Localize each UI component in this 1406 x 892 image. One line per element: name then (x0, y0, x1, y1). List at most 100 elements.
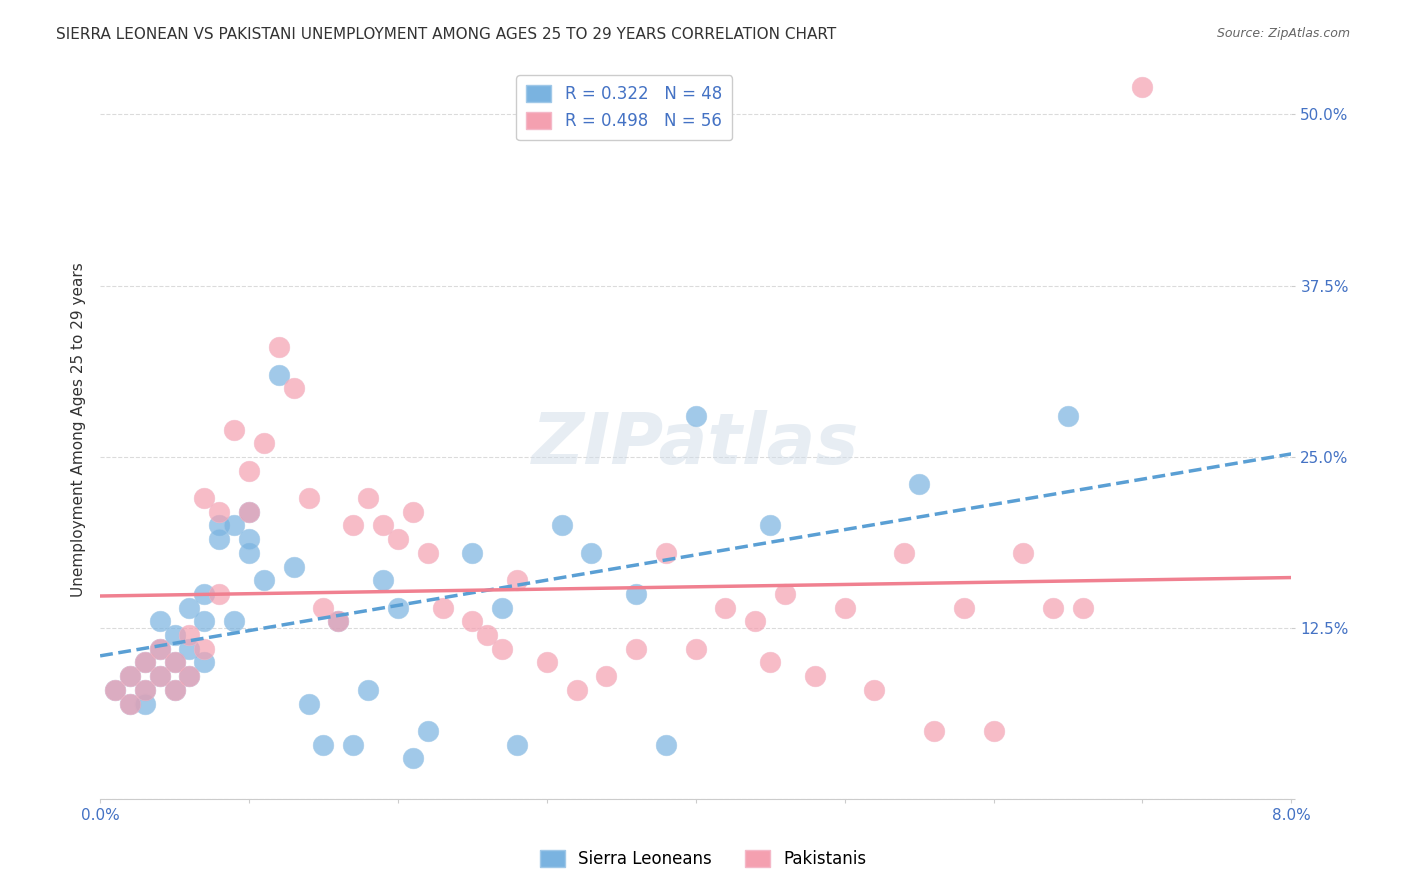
Point (208, 505, 231, 519)
Point (118, 669, 141, 683)
Point (297, 697, 319, 711)
Point (536, 656, 558, 670)
Point (371, 518, 394, 533)
Point (134, 682, 156, 697)
Legend: R = 0.322   N = 48, R = 0.498   N = 56: R = 0.322 N = 48, R = 0.498 N = 56 (516, 75, 733, 140)
Point (983, 723, 1005, 738)
Point (402, 505, 425, 519)
Point (624, 587, 647, 601)
Point (759, 518, 782, 533)
Point (328, 615, 350, 629)
Point (922, 723, 945, 738)
Point (461, 615, 484, 629)
Point (655, 546, 678, 560)
Point (357, 491, 380, 505)
Point (834, 600, 856, 615)
Point (477, 628, 499, 642)
Point (893, 546, 915, 560)
Point (104, 682, 127, 697)
Y-axis label: Unemployment Among Ages 25 to 29 years: Unemployment Among Ages 25 to 29 years (72, 262, 86, 597)
Point (491, 600, 513, 615)
Point (863, 682, 886, 697)
Point (193, 615, 215, 629)
Point (149, 615, 172, 629)
Point (208, 532, 231, 546)
Point (328, 615, 350, 629)
Point (179, 669, 201, 683)
Point (283, 559, 305, 574)
Point (312, 738, 335, 752)
Point (238, 505, 260, 519)
Point (163, 682, 186, 697)
Point (224, 615, 246, 629)
Point (224, 518, 246, 533)
Point (163, 628, 186, 642)
Point (387, 600, 409, 615)
Point (506, 738, 529, 752)
Point (952, 600, 974, 615)
Point (163, 656, 186, 670)
Point (685, 641, 707, 656)
Point (565, 682, 588, 697)
Point (208, 518, 231, 533)
Point (714, 600, 737, 615)
Point (134, 656, 156, 670)
Point (297, 491, 319, 505)
Point (179, 669, 201, 683)
Point (461, 546, 484, 560)
Point (744, 615, 766, 629)
Point (193, 491, 215, 505)
Point (118, 697, 141, 711)
Point (432, 600, 454, 615)
Point (685, 409, 707, 423)
Point (416, 723, 439, 738)
Point (804, 669, 827, 683)
Legend: Sierra Leoneans, Pakistanis: Sierra Leoneans, Pakistanis (533, 843, 873, 875)
Point (312, 600, 335, 615)
Point (624, 641, 647, 656)
Point (163, 656, 186, 670)
Point (491, 641, 513, 656)
Text: SIERRA LEONEAN VS PAKISTANI UNEMPLOYMENT AMONG AGES 25 TO 29 YEARS CORRELATION C: SIERRA LEONEAN VS PAKISTANI UNEMPLOYMENT… (56, 27, 837, 42)
Point (104, 682, 127, 697)
Point (1042, 600, 1064, 615)
Point (402, 751, 425, 765)
Point (253, 573, 276, 587)
Point (1057, 409, 1080, 423)
Point (179, 641, 201, 656)
Point (773, 587, 796, 601)
Point (357, 682, 380, 697)
Point (908, 477, 931, 491)
Point (506, 573, 529, 587)
Point (163, 682, 186, 697)
Point (267, 368, 290, 382)
Point (118, 669, 141, 683)
Point (238, 546, 260, 560)
Point (283, 381, 305, 395)
Point (387, 532, 409, 546)
Point (655, 738, 678, 752)
Point (193, 641, 215, 656)
Point (1132, 80, 1154, 95)
Point (224, 423, 246, 437)
Point (581, 546, 603, 560)
Point (179, 628, 201, 642)
Point (149, 641, 172, 656)
Point (253, 436, 276, 450)
Point (134, 656, 156, 670)
Point (208, 587, 231, 601)
Point (1012, 546, 1035, 560)
Point (238, 505, 260, 519)
Point (416, 546, 439, 560)
Point (149, 641, 172, 656)
Point (149, 669, 172, 683)
Point (759, 656, 782, 670)
Point (595, 669, 617, 683)
Point (179, 600, 201, 615)
Point (134, 697, 156, 711)
Point (342, 518, 364, 533)
Point (193, 587, 215, 601)
Point (134, 682, 156, 697)
Point (238, 464, 260, 478)
Point (342, 738, 364, 752)
